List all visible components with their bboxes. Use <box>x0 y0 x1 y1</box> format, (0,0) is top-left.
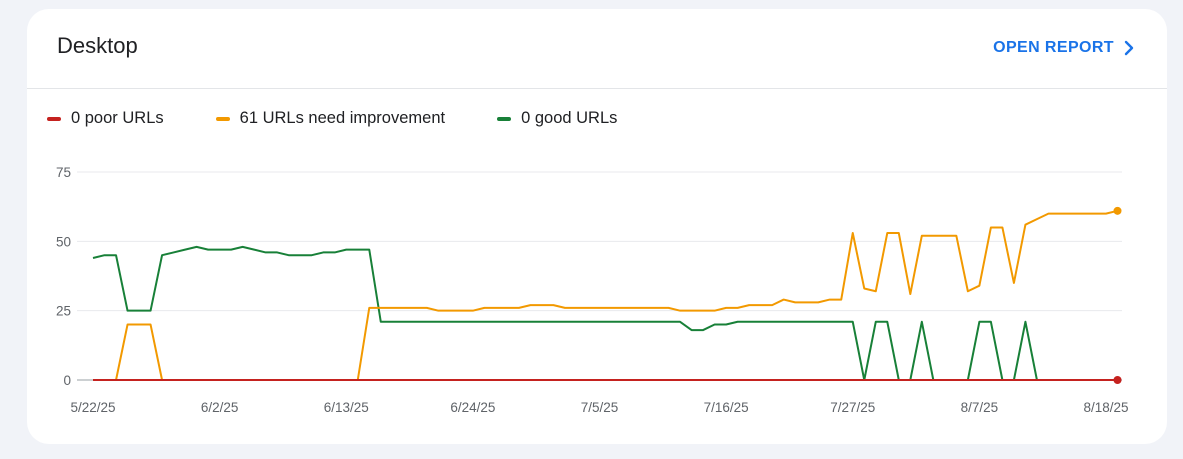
y-tick-label-50: 50 <box>56 234 71 249</box>
legend-label-poor: 0 poor URLs <box>71 109 164 127</box>
line-chart: 0 25 50 75 5/22/25 6/2/25 6/13/25 6/24/25 7/5/25… <box>56 165 1129 415</box>
legend-swatch-poor <box>47 116 61 121</box>
chevron-right-icon <box>1124 40 1134 56</box>
series-line-2 <box>92 245 1118 381</box>
card-header: Desktop OPEN REPORT <box>27 9 1167 89</box>
desktop-report-card: Desktop OPEN REPORT 0 poor URLs 61 URLs … <box>27 9 1167 444</box>
x-tick-label-4: 7/5/25 <box>581 400 619 415</box>
legend-item-good[interactable]: 0 good URLs <box>497 109 617 128</box>
legend-item-needs-improvement[interactable]: 61 URLs need improvement <box>215 109 446 128</box>
legend-swatch-needs-improvement <box>215 116 230 121</box>
legend-label-good: 0 good URLs <box>521 109 618 127</box>
legend-item-poor[interactable]: 0 poor URLs <box>47 109 164 128</box>
legend-swatch-good <box>497 116 512 121</box>
x-tick-label-7: 8/7/25 <box>961 400 999 415</box>
x-tick-label-8: 8/18/25 <box>1083 400 1128 415</box>
x-tick-label-3: 6/24/25 <box>450 400 495 415</box>
legend-label-needs-improvement: 61 URLs need improvement <box>239 109 446 127</box>
x-tick-label-5: 7/16/25 <box>704 400 749 415</box>
x-tick-label-2: 6/13/25 <box>324 400 369 415</box>
y-tick-label-75: 75 <box>56 165 71 180</box>
chart-legend: 0 poor URLs 61 URLs need improvement 0 g… <box>47 109 617 128</box>
y-tick-label-25: 25 <box>56 304 71 319</box>
card-title: Desktop <box>57 33 138 58</box>
x-tick-label-0: 5/22/25 <box>70 400 115 415</box>
series-end-marker-1 <box>1113 206 1122 215</box>
x-tick-label-1: 6/2/25 <box>201 400 239 415</box>
open-report-button[interactable]: OPEN REPORT <box>993 39 1134 57</box>
y-tick-label-0: 0 <box>63 373 71 388</box>
open-report-label: OPEN REPORT <box>993 39 1114 56</box>
series-line-1 <box>93 209 1118 381</box>
series-end-marker-0 <box>1113 376 1122 384</box>
x-tick-label-6: 7/27/25 <box>830 400 875 415</box>
